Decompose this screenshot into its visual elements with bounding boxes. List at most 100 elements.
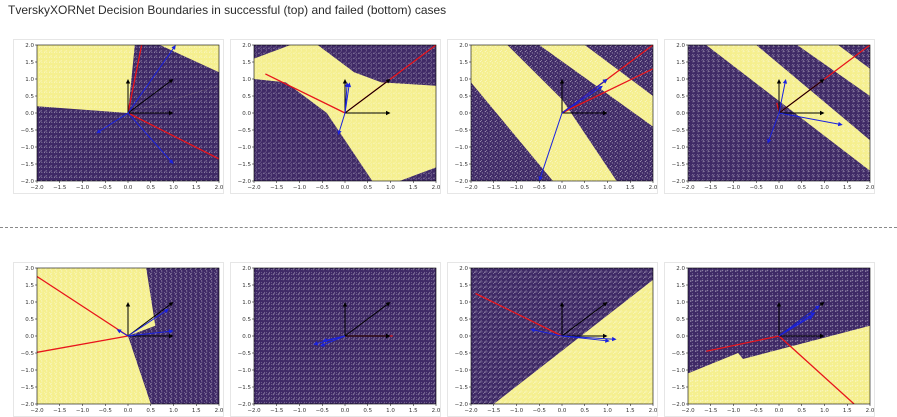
x-tick-label: 1.5: [409, 408, 418, 414]
black-vector-arrow-head: [776, 302, 782, 307]
black-vector-arrow-head: [169, 110, 174, 116]
x-tick-label: −2.0: [30, 185, 44, 191]
x-tick-label: −1.0: [293, 185, 307, 191]
y-tick-label: −0.5: [672, 128, 686, 134]
y-tick-label: 2.0: [459, 266, 468, 272]
blue-vector-arrow-head: [605, 338, 610, 343]
x-tick-label: −1.0: [510, 408, 524, 414]
y-tick-label: 0.0: [676, 334, 685, 340]
blue-vector-arrow-head: [116, 329, 122, 334]
y-tick-label: 1.0: [459, 77, 468, 83]
x-tick-label: −1.5: [270, 185, 284, 191]
x-tick-label: 0.0: [124, 408, 133, 414]
x-tick-label: 0.5: [146, 185, 155, 191]
x-tick-label: 0.5: [580, 408, 589, 414]
plot-area: [37, 268, 219, 404]
black-vector-arrow-head: [385, 302, 391, 307]
x-tick-label: −2.0: [464, 408, 478, 414]
black-vector-arrow-head: [820, 110, 825, 116]
plot-area: [254, 45, 436, 181]
scatter-plot-top-1: −2.0 −1.5 −1.0 −0.5 0.0 0.5 1.0 1.5 2.0 2.0 1.5 1.0…: [21, 43, 223, 191]
x-tick-label: −1.0: [293, 408, 307, 414]
y-tick-label: −1.0: [21, 368, 35, 374]
y-tick-label: 0.0: [676, 111, 685, 117]
x-tick-label: 1.0: [603, 408, 612, 414]
y-tick-label: −2.0: [21, 402, 35, 408]
y-tick-label: 0.5: [242, 317, 251, 323]
x-tick-label: −1.5: [53, 185, 67, 191]
x-tick-label: −0.5: [316, 185, 330, 191]
x-tick-label: 1.5: [843, 185, 852, 191]
blue-vector-arrow: [778, 112, 841, 125]
blue-vector-arrow: [127, 112, 173, 163]
blue-vector-arrow-head: [530, 328, 535, 333]
x-tick-label: 0.0: [558, 185, 567, 191]
x-tick-label: −1.5: [704, 408, 718, 414]
y-tick-label: 1.0: [676, 300, 685, 306]
black-vector-arrow: [778, 80, 823, 114]
blue-vector-arrow: [561, 86, 601, 114]
x-tick-label: −2.0: [247, 408, 261, 414]
y-tick-label: 0.0: [25, 111, 34, 117]
x-tick-label: 0.5: [797, 185, 806, 191]
blue-vector-arrow: [127, 46, 175, 114]
blue-vector-arrow-head: [538, 176, 543, 181]
x-tick-label: 0.5: [363, 185, 372, 191]
y-tick-label: 0.5: [459, 317, 468, 323]
x-tick-label: −2.0: [30, 408, 44, 414]
blue-vector-arrow: [322, 335, 346, 346]
blue-vector-arrow: [561, 335, 608, 342]
scatter-plot-top-4: −2.0 −1.5 −1.0 −0.5 0.0 0.5 1.0 1.5 2.0 2.0 1.5 1.0…: [672, 43, 874, 191]
y-tick-label: −1.0: [238, 145, 252, 151]
y-tick-label: 2.0: [459, 43, 468, 49]
black-vector-arrow-head: [169, 333, 174, 339]
section-divider: [0, 227, 897, 228]
y-tick-label: 0.0: [459, 111, 468, 117]
y-tick-label: −1.0: [455, 368, 469, 374]
red-boundary-line: [706, 335, 780, 352]
blue-vector-arrow: [778, 316, 812, 337]
x-tick-label: 0.0: [341, 185, 350, 191]
scatter-plot-bottom-1: −2.0 −1.5 −1.0 −0.5 0.0 0.5 1.0 1.5 2.0 2.0 1.5 1.0…: [21, 266, 223, 414]
black-vector-arrow-head: [342, 302, 348, 307]
x-tick-label: −1.0: [510, 185, 524, 191]
y-tick-label: 0.5: [676, 94, 685, 100]
y-tick-label: −0.5: [21, 351, 35, 357]
red-boundary-line: [561, 68, 653, 114]
x-tick-label: 1.0: [603, 185, 612, 191]
y-tick-label: −1.5: [238, 162, 252, 168]
y-tick-label: −1.0: [672, 145, 686, 151]
y-tick-label: −2.0: [455, 179, 469, 185]
red-boundary-line: [265, 73, 346, 114]
x-tick-label: 1.5: [192, 408, 201, 414]
black-vector-arrow-head: [776, 79, 782, 84]
black-vector-arrow: [127, 80, 172, 114]
y-tick-label: 1.5: [242, 60, 251, 66]
blue-vector-arrow-head: [313, 341, 319, 346]
red-boundary-line: [127, 45, 143, 114]
blue-vector-arrow: [127, 309, 167, 337]
x-tick-label: 1.0: [820, 185, 829, 191]
y-tick-label: 0.5: [25, 317, 34, 323]
y-tick-label: 1.5: [676, 283, 685, 289]
y-tick-label: −0.5: [455, 351, 469, 357]
plot-panel-bottom-3: −2.0 −1.5 −1.0 −0.5 0.0 0.5 1.0 1.5 2.0 2.0 1.5 1.0…: [447, 262, 658, 417]
black-vector-arrow-head: [125, 79, 131, 84]
x-tick-label: 1.0: [386, 185, 395, 191]
black-vector-arrow-head: [819, 79, 825, 84]
black-vector-arrow-head: [386, 333, 391, 339]
page-title: TverskyXORNet Decision Boundaries in suc…: [8, 3, 447, 17]
blue-vector-arrow-head: [96, 129, 102, 134]
x-tick-label: −2.0: [681, 185, 695, 191]
x-tick-label: 2.0: [215, 185, 223, 191]
blue-vector-arrow: [344, 85, 348, 114]
x-tick-label: 0.0: [558, 408, 567, 414]
x-tick-label: −1.0: [727, 408, 741, 414]
x-tick-label: 2.0: [649, 185, 657, 191]
x-tick-label: 1.5: [843, 408, 852, 414]
blue-vector-arrow-head: [602, 79, 608, 84]
x-tick-label: −1.5: [487, 185, 501, 191]
x-tick-label: 1.5: [626, 408, 635, 414]
y-tick-label: 2.0: [25, 266, 34, 272]
black-vector-arrow-head: [602, 302, 608, 307]
